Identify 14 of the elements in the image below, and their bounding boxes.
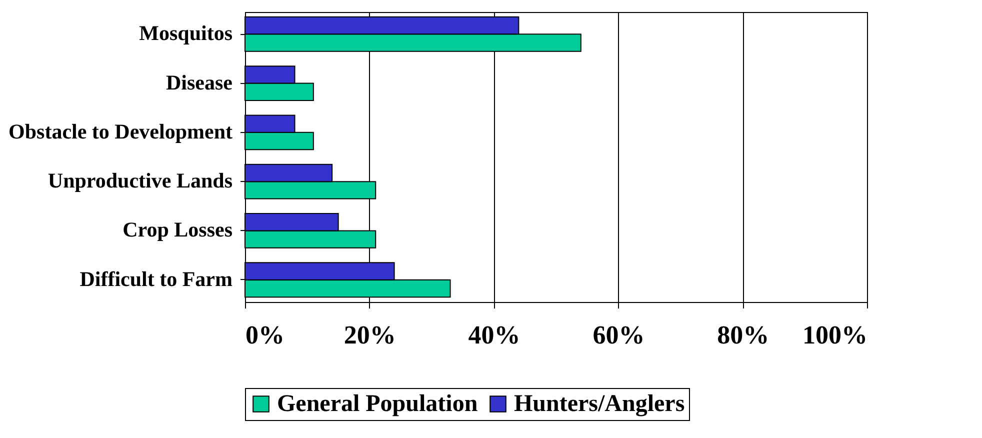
x-tick-label: 60% <box>592 320 645 350</box>
y-tick-label: Crop Losses <box>122 218 232 242</box>
y-tick-label: Disease <box>166 70 232 94</box>
x-tick-label: 80% <box>717 320 770 350</box>
x-tick-label: 20% <box>344 320 396 350</box>
y-tick-label: Unproductive Lands <box>48 168 232 193</box>
legend-label: Hunters/Anglers <box>514 391 685 417</box>
y-tick-label: Mosquitos <box>139 21 232 46</box>
x-tick-label: 0% <box>246 320 284 350</box>
x-tick-label: 40% <box>468 320 520 350</box>
y-tick-label: Difficult to Farm <box>80 266 233 291</box>
legend-label: General Population <box>277 391 478 417</box>
x-tick-label: 100% <box>802 320 868 350</box>
y-tick-label: Obstacle to Development <box>8 119 232 144</box>
